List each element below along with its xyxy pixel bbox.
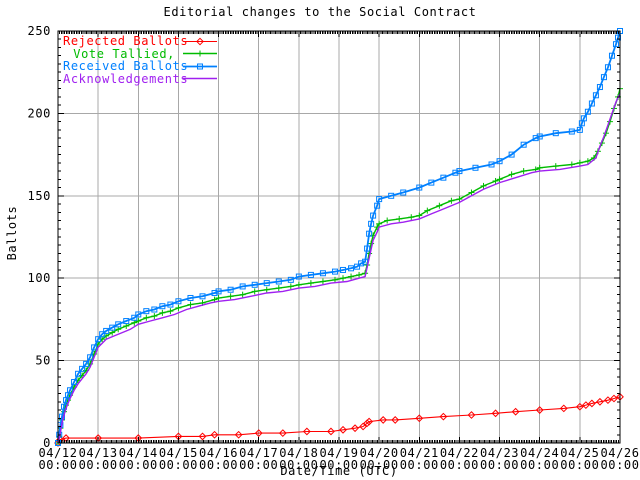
series-acknowledgements — [57, 93, 621, 444]
x-tick-date-label: 04/22 — [440, 446, 479, 460]
legend-item: Acknowledgements — [63, 71, 219, 86]
legend-sample-line — [183, 63, 217, 70]
x-tick-date-label: 04/13 — [79, 446, 118, 460]
x-tick-time-label: 00:00 — [279, 458, 318, 472]
x-tick-time-label: 00:00 — [38, 458, 77, 472]
x-tick-time-label: 00:00 — [360, 458, 399, 472]
legend-label: Rejected Ballots — [63, 34, 189, 48]
x-tick-date-label: 04/15 — [159, 446, 198, 460]
legend-item: Received Ballots — [63, 60, 219, 73]
y-tick-label: 150 — [28, 189, 51, 203]
grid — [58, 31, 620, 443]
legend-item: Vote Tallied, — [63, 46, 219, 61]
x-tick-time-label: 00:00 — [79, 458, 118, 472]
x-tick-time-label: 00:00 — [119, 458, 158, 472]
series-received-ballots — [55, 28, 623, 446]
x-tick-date-label: 04/20 — [360, 446, 399, 460]
x-tick-time-label: 00:00 — [560, 458, 599, 472]
chart-title: Editorial changes to the Social Contract — [163, 5, 477, 19]
legend-item: Rejected Ballots — [63, 35, 219, 48]
y-tick-label: 200 — [28, 106, 51, 120]
legend-sample-line — [183, 37, 217, 46]
y-tick-label: 250 — [28, 24, 51, 38]
legend-label: Vote Tallied, — [73, 46, 175, 61]
x-tick-date-label: 04/16 — [199, 446, 238, 460]
x-tick-date-label: 04/12 — [38, 446, 77, 460]
x-tick-time-label: 00:00 — [239, 458, 278, 472]
x-tick-time-label: 00:00 — [480, 458, 519, 472]
x-tick-time-label: 00:00 — [199, 458, 238, 472]
x-tick-date-label: 04/23 — [480, 446, 519, 460]
x-tick-date-label: 04/24 — [520, 446, 559, 460]
x-tick-date-label: 04/17 — [239, 446, 278, 460]
tick-labels: 05010015020025004/1200:0004/1300:0004/14… — [28, 24, 639, 472]
legend-sample-line — [183, 78, 217, 80]
y-tick-label: 50 — [35, 354, 51, 368]
x-tick-time-label: 00:00 — [319, 458, 358, 472]
series-rejected-ballots — [54, 392, 624, 447]
x-tick-date-label: 04/18 — [279, 446, 318, 460]
x-tick-time-label: 00:00 — [400, 458, 439, 472]
x-tick-time-label: 00:00 — [159, 458, 198, 472]
x-tick-date-label: 04/14 — [119, 446, 158, 460]
y-tick-label: 100 — [28, 271, 51, 285]
x-tick-time-label: 00:00 — [440, 458, 479, 472]
x-tick-time-label: 00:00 — [600, 458, 639, 472]
legend-label: Acknowledgements — [63, 71, 189, 86]
x-axis-label: Date/Time (UTC) — [280, 464, 398, 478]
x-tick-date-label: 04/25 — [560, 446, 599, 460]
x-tick-date-label: 04/19 — [319, 446, 358, 460]
x-tick-time-label: 00:00 — [520, 458, 559, 472]
legend-sample-line — [183, 50, 217, 57]
legend: Rejected Ballots Vote Tallied, Received Ba… — [63, 35, 219, 85]
x-tick-date-label: 04/26 — [600, 446, 639, 460]
x-tick-date-label: 04/21 — [400, 446, 439, 460]
legend-label: Received Ballots — [63, 59, 189, 73]
axes — [57, 30, 621, 444]
y-tick-label: 0 — [43, 436, 51, 450]
